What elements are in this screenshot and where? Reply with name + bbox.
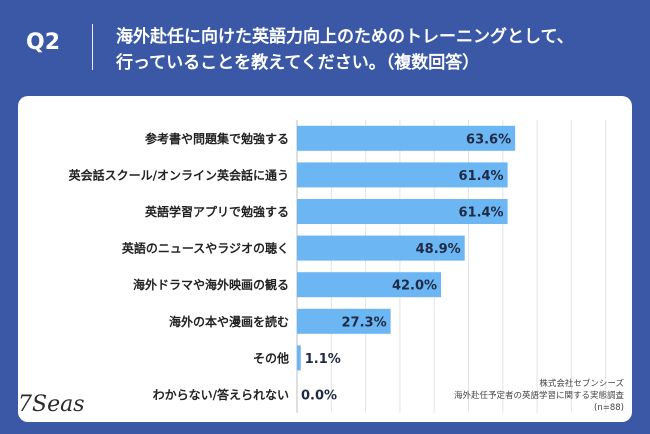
question-text-line1: 海外赴任に向けた英語力向上のためのトレーニングとして、	[116, 27, 574, 47]
category-label: 英会話スクール/オンライン英会話に通う	[69, 167, 289, 182]
category-label: その他	[253, 350, 289, 365]
source-note: 株式会社セブンシーズ 海外赴任予定者の英語学習に関する実態調査 (n=88)	[384, 378, 624, 414]
category-label: 海外ドラマや海外映画の観る	[133, 277, 289, 292]
category-label: 英語学習アプリで勉強する	[145, 204, 289, 219]
question-text-line2: 行っていることを教えてください。（複数回答）	[116, 53, 480, 73]
value-label: 27.3%	[342, 315, 387, 330]
value-label: 0.0%	[301, 389, 337, 404]
value-label: 48.9%	[416, 242, 461, 257]
value-label: 1.1%	[305, 352, 341, 367]
bar	[297, 272, 442, 298]
question-number: Q2	[26, 30, 61, 55]
source-survey: 海外赴任予定者の英語学習に関する実態調査	[453, 391, 624, 401]
value-label: 61.4%	[458, 169, 503, 184]
source-sample: (n=88)	[594, 403, 624, 413]
bar	[297, 235, 465, 261]
category-label: 英語のニュースやラジオの聴く	[122, 241, 289, 256]
header: Q2 海外赴任に向けた英語力向上のためのトレーニングとして、 行っていることを教…	[0, 0, 650, 96]
category-label: わからない/答えられない	[153, 387, 289, 402]
header-divider	[92, 24, 93, 70]
bar	[297, 199, 508, 224]
source-company: 株式会社セブンシーズ	[539, 379, 624, 389]
value-label: 61.4%	[458, 206, 503, 221]
value-label: 42.0%	[392, 279, 437, 294]
value-label: 63.6%	[466, 132, 511, 147]
bar	[297, 125, 516, 151]
category-label: 参考書や問題集で勉強する	[145, 131, 289, 146]
company-logo: 7Seas	[18, 392, 85, 417]
category-label: 海外の本や漫画を読む	[169, 314, 289, 329]
bar	[297, 308, 391, 334]
bar	[297, 345, 301, 371]
bar	[297, 162, 508, 188]
